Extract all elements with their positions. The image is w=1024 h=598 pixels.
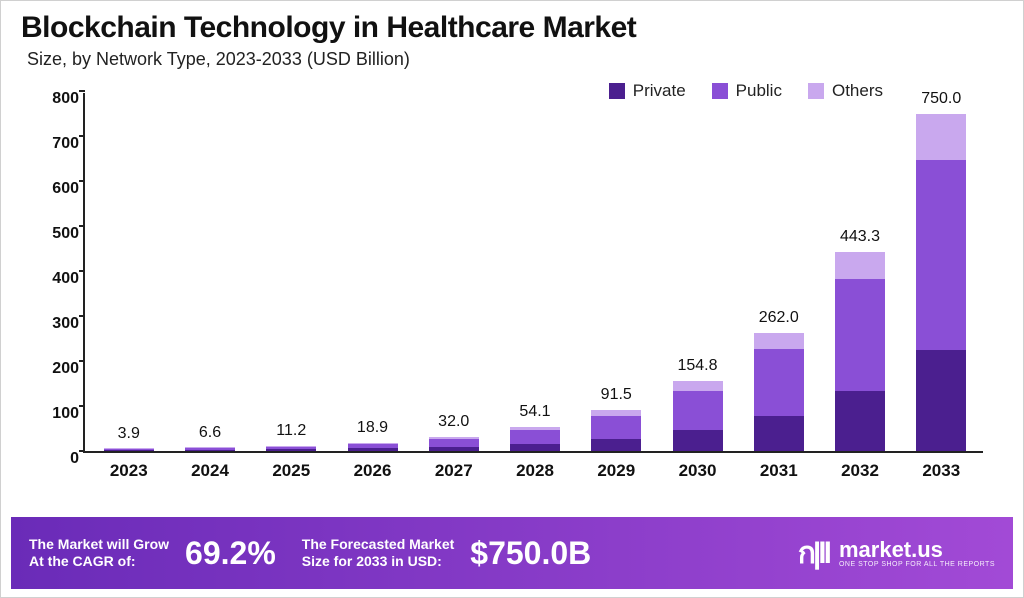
y-axis-tick-label: 0 — [39, 450, 79, 468]
forecast-value: $750.0B — [470, 535, 591, 572]
bar-column — [185, 447, 235, 451]
bar-column — [673, 381, 723, 451]
y-axis-tick-mark — [79, 90, 85, 92]
bar-total-label: 262.0 — [744, 309, 814, 327]
y-axis-tick-label: 200 — [39, 360, 79, 378]
bar-segment-others — [754, 333, 804, 349]
x-axis-label: 2031 — [739, 461, 819, 481]
bar-segment-private — [348, 448, 398, 451]
y-axis-tick-mark — [79, 225, 85, 227]
x-axis-label: 2029 — [576, 461, 656, 481]
bar-segment-others — [916, 114, 966, 161]
brand-logo-icon: ก|ll — [798, 530, 829, 577]
bar-column — [348, 443, 398, 451]
bar-column — [916, 114, 966, 451]
forecast-label: The Forecasted MarketSize for 2033 in US… — [302, 536, 455, 571]
chart-title: Blockchain Technology in Healthcare Mark… — [1, 1, 1023, 45]
y-axis-tick-label: 100 — [39, 405, 79, 423]
bar-column — [835, 252, 885, 451]
bar-total-label: 154.8 — [663, 357, 733, 375]
bar-segment-public — [916, 160, 966, 350]
cagr-label: The Market will GrowAt the CAGR of: — [29, 536, 169, 571]
y-axis-tick-mark — [79, 270, 85, 272]
x-axis-label: 2028 — [495, 461, 575, 481]
brand-name: market.us — [839, 539, 995, 561]
bar-column — [266, 446, 316, 451]
brand-tagline: ONE STOP SHOP FOR ALL THE REPORTS — [839, 561, 995, 568]
bar-column — [104, 448, 154, 451]
bar-segment-private — [429, 447, 479, 451]
bar-segment-public — [673, 391, 723, 430]
x-axis-label: 2033 — [901, 461, 981, 481]
bar-column — [510, 427, 560, 451]
chart-subtitle: Size, by Network Type, 2023-2033 (USD Bi… — [1, 45, 1023, 70]
bar-segment-private — [916, 350, 966, 451]
bar-total-label: 32.0 — [419, 413, 489, 431]
bar-segment-others — [673, 381, 723, 391]
chart-area: 0 100 200 300 400 500 600 700 800 3.9 2023 6.6 2024 1… — [37, 79, 997, 499]
x-axis-label: 2024 — [170, 461, 250, 481]
y-axis-tick-mark — [79, 135, 85, 137]
x-axis-label: 2025 — [251, 461, 331, 481]
bar-segment-public — [754, 349, 804, 415]
y-axis-tick-label: 800 — [39, 90, 79, 108]
plot-area: 01002003004005006007008003.920236.620241… — [83, 93, 983, 453]
x-axis-label: 2032 — [820, 461, 900, 481]
bar-segment-private — [673, 430, 723, 451]
bar-total-label: 443.3 — [825, 228, 895, 246]
bar-segment-others — [835, 252, 885, 280]
x-axis-label: 2030 — [658, 461, 738, 481]
footer-banner: The Market will GrowAt the CAGR of: 69.2… — [11, 517, 1013, 589]
y-axis-tick-mark — [79, 405, 85, 407]
y-axis-tick-label: 600 — [39, 180, 79, 198]
y-axis-tick-label: 500 — [39, 225, 79, 243]
bar-total-label: 54.1 — [500, 403, 570, 421]
y-axis-tick-label: 700 — [39, 135, 79, 153]
bar-column — [754, 333, 804, 451]
bar-total-label: 18.9 — [338, 419, 408, 437]
bar-total-label: 750.0 — [906, 90, 976, 108]
bar-segment-private — [510, 444, 560, 451]
bar-segment-public — [429, 439, 479, 447]
bar-total-label: 91.5 — [581, 386, 651, 404]
bar-segment-public — [591, 416, 641, 439]
bar-segment-public — [510, 430, 560, 444]
bar-segment-private — [754, 416, 804, 451]
chart-frame: Blockchain Technology in Healthcare Mark… — [0, 0, 1024, 598]
bar-segment-private — [266, 449, 316, 451]
cagr-value: 69.2% — [185, 535, 276, 572]
brand-text: market.us ONE STOP SHOP FOR ALL THE REPO… — [839, 539, 995, 568]
y-axis-tick-mark — [79, 360, 85, 362]
y-axis-tick-label: 400 — [39, 270, 79, 288]
y-axis-tick-mark — [79, 180, 85, 182]
bar-segment-public — [835, 279, 885, 391]
bar-total-label: 6.6 — [175, 424, 245, 442]
bar-total-label: 11.2 — [256, 422, 326, 440]
bar-total-label: 3.9 — [94, 425, 164, 443]
bar-column — [429, 437, 479, 451]
bar-column — [591, 410, 641, 451]
y-axis-tick-mark — [79, 450, 85, 452]
y-axis-tick-mark — [79, 315, 85, 317]
x-axis-label: 2023 — [89, 461, 169, 481]
bar-segment-private — [104, 450, 154, 451]
x-axis-label: 2026 — [333, 461, 413, 481]
y-axis-tick-label: 300 — [39, 315, 79, 333]
x-axis-label: 2027 — [414, 461, 494, 481]
brand-block: ก|ll market.us ONE STOP SHOP FOR ALL THE… — [798, 530, 995, 577]
bar-segment-private — [835, 391, 885, 451]
bar-segment-private — [185, 450, 235, 451]
bar-segment-private — [591, 439, 641, 451]
